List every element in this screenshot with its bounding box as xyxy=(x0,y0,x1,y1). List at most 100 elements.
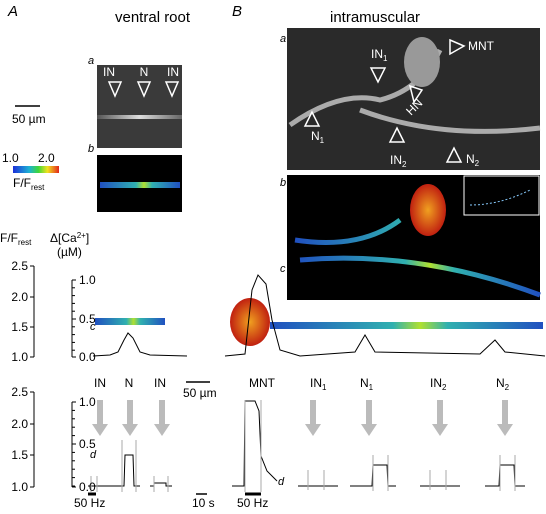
t: 2 xyxy=(402,160,407,169)
markers xyxy=(303,38,466,163)
tick-label: 1.0 xyxy=(11,480,28,494)
t: N xyxy=(466,152,475,166)
t: 1 xyxy=(383,54,388,63)
t: 2+ xyxy=(77,231,86,240)
fiber xyxy=(294,217,541,298)
panel-letter: A xyxy=(7,3,18,20)
tick-label: 2.0 xyxy=(11,290,28,304)
t: MNT xyxy=(249,376,276,390)
tick-label: 1.0 xyxy=(79,273,96,287)
t: N xyxy=(496,376,505,390)
t: MNT xyxy=(468,39,495,53)
site: IN xyxy=(94,376,106,390)
sub-letter: c xyxy=(90,321,96,333)
tick-label: 1.0 xyxy=(79,395,96,409)
markers xyxy=(107,81,180,98)
t: N xyxy=(360,376,369,390)
trace xyxy=(92,332,188,357)
tick-label: 1.5 xyxy=(11,448,28,462)
label: IN2 xyxy=(430,376,447,392)
panel-letter: B xyxy=(232,3,242,20)
label: MNT xyxy=(249,376,276,390)
cb-min: 1.0 xyxy=(2,151,19,165)
site: IN xyxy=(154,376,166,390)
trace xyxy=(224,274,546,357)
tick-label: 0.5 xyxy=(79,437,96,451)
tick-label: 1.5 xyxy=(11,320,28,334)
sub-letter: a xyxy=(280,33,286,45)
sub-letter: a xyxy=(88,55,94,67)
t: rest xyxy=(31,183,45,192)
tick-label: 0.0 xyxy=(79,350,96,364)
terminal xyxy=(410,184,446,236)
axis-label: (µM) xyxy=(57,245,82,259)
scale-label: 50 µm xyxy=(183,386,217,400)
tick-label: 0.0 xyxy=(79,480,96,494)
terminal xyxy=(404,37,440,87)
t: 1 xyxy=(322,383,327,392)
t: 2 xyxy=(442,383,447,392)
t: 1 xyxy=(320,136,325,145)
arrows xyxy=(92,400,170,436)
label: IN xyxy=(103,65,115,79)
fiber xyxy=(95,318,165,325)
sub-letter: d xyxy=(90,449,97,461)
t: ] xyxy=(86,231,89,245)
stim: 50 Hz xyxy=(237,496,268,510)
label: N2 xyxy=(466,152,480,168)
t: IN xyxy=(310,376,322,390)
t: IN xyxy=(430,376,442,390)
stim: 50 Hz xyxy=(74,496,105,510)
t: F/F xyxy=(13,176,31,190)
scale-label: 50 µm xyxy=(12,112,46,126)
inset-fiber xyxy=(469,189,531,206)
label: IN xyxy=(167,65,179,79)
micrograph xyxy=(97,65,182,148)
sub-letter: b xyxy=(280,177,286,189)
tick-label: 1.0 xyxy=(11,350,28,364)
sub-letter: d xyxy=(278,476,285,488)
terminal xyxy=(230,298,270,346)
label: N1 xyxy=(360,376,374,392)
t: 2 xyxy=(475,159,480,168)
cb-label: F/Frest xyxy=(13,176,45,192)
panel-title: intramuscular xyxy=(330,9,420,26)
axis-label: F/Frest xyxy=(0,231,32,247)
axes xyxy=(30,265,76,488)
inset xyxy=(463,175,540,216)
tick-label: 2.5 xyxy=(11,259,28,273)
tick-label: 2.5 xyxy=(11,385,28,399)
sub-letter: b xyxy=(88,143,94,155)
panel-title: ventral root xyxy=(115,9,191,26)
t: IN xyxy=(390,153,402,167)
t: F/F xyxy=(0,231,18,245)
label: IN2 xyxy=(390,153,407,169)
label: N1 xyxy=(311,129,325,145)
time-bar: 10 s xyxy=(192,496,215,510)
sub-letter: c xyxy=(280,263,286,275)
traces xyxy=(88,440,172,496)
site: N xyxy=(125,376,134,390)
t: 1 xyxy=(369,383,374,392)
cb-max: 2.0 xyxy=(38,151,55,165)
t: IN xyxy=(371,47,383,61)
fiber xyxy=(97,115,182,119)
arrows xyxy=(305,400,513,436)
axis-label: Δ[Ca2+] xyxy=(50,231,89,245)
t: 2 xyxy=(505,383,510,392)
label: N2 xyxy=(496,376,510,392)
traces xyxy=(232,400,525,496)
fiber xyxy=(100,182,180,188)
label: N xyxy=(140,65,149,79)
t: N xyxy=(311,129,320,143)
t: Δ[Ca xyxy=(50,231,77,245)
label: MNT xyxy=(468,39,495,53)
colorbar xyxy=(13,166,59,173)
tick-label: 0.5 xyxy=(79,312,96,326)
t: rest xyxy=(18,238,32,247)
tick-label: 2.0 xyxy=(11,417,28,431)
fiber xyxy=(270,322,543,329)
label: IN1 xyxy=(310,376,327,392)
label: IN1 xyxy=(371,47,388,63)
